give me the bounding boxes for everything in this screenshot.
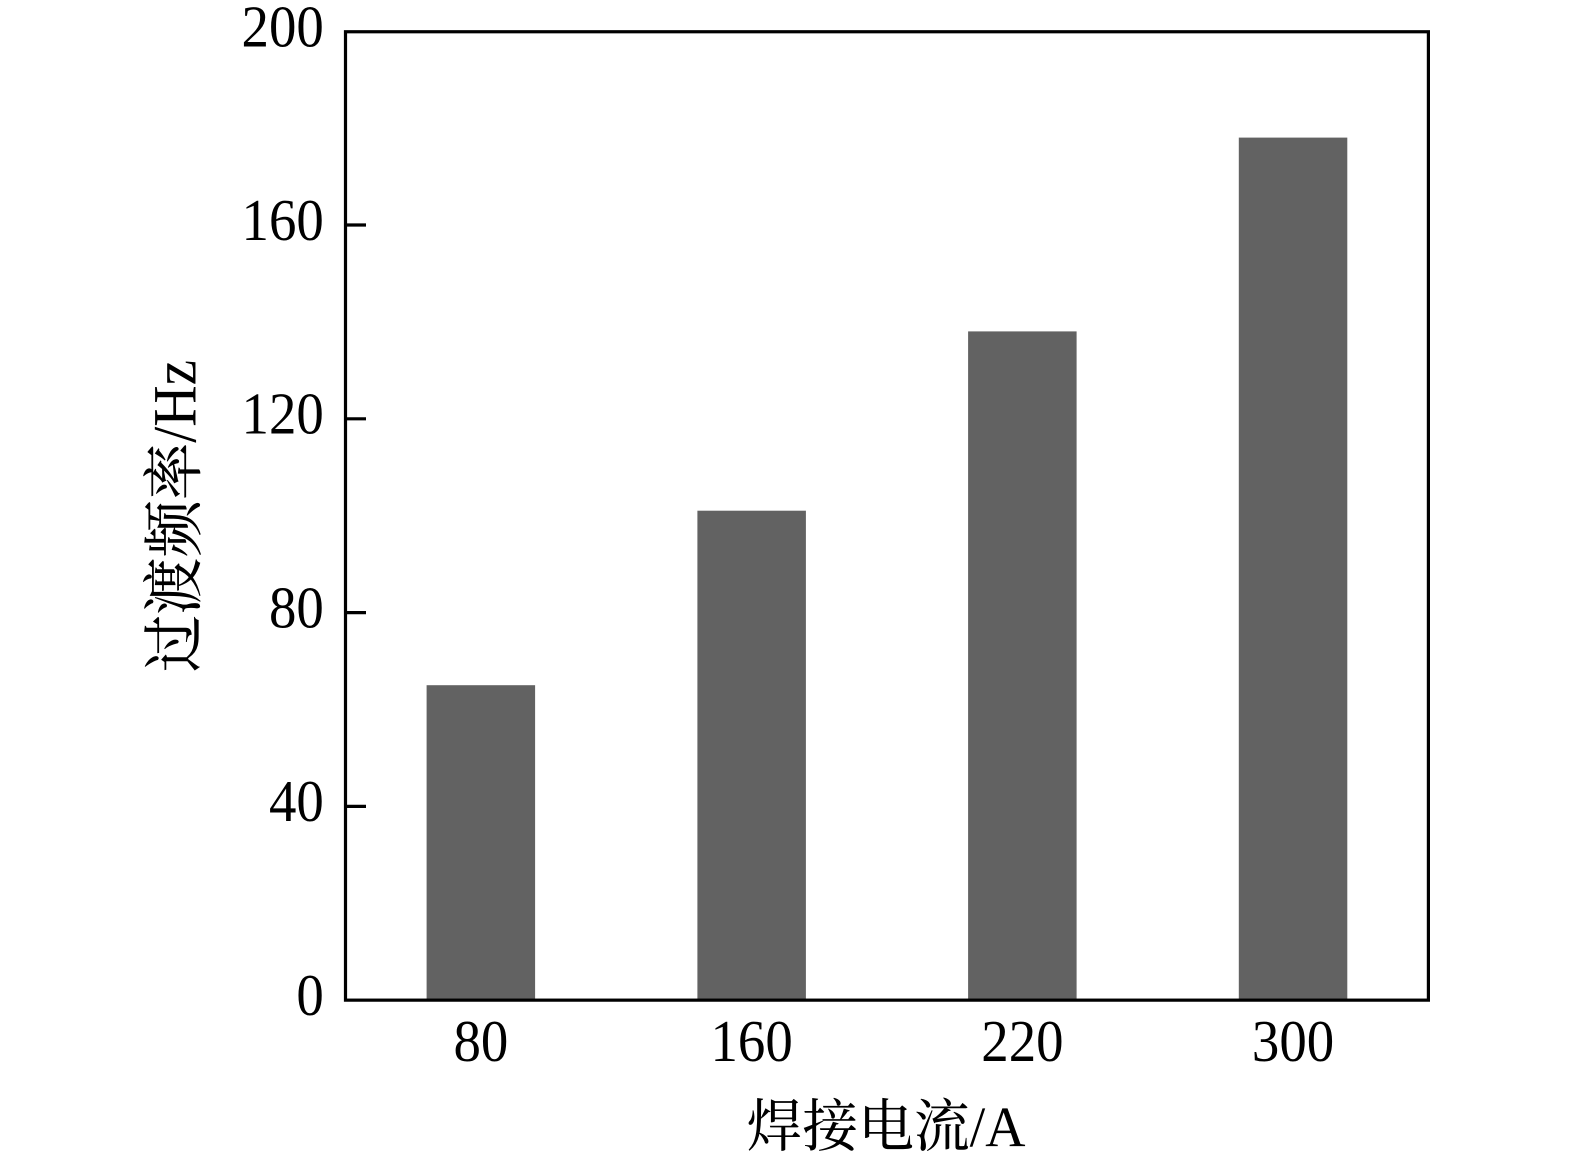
svg-text:160: 160 <box>710 1009 792 1074</box>
svg-text:40: 40 <box>269 769 324 834</box>
svg-text:300: 300 <box>1252 1009 1334 1074</box>
svg-text:200: 200 <box>242 0 324 60</box>
svg-text:120: 120 <box>242 382 324 447</box>
svg-text:160: 160 <box>242 188 324 253</box>
svg-text:80: 80 <box>453 1009 508 1074</box>
svg-text:80: 80 <box>269 576 324 641</box>
svg-text:0: 0 <box>296 963 323 1028</box>
svg-text:220: 220 <box>981 1009 1063 1074</box>
